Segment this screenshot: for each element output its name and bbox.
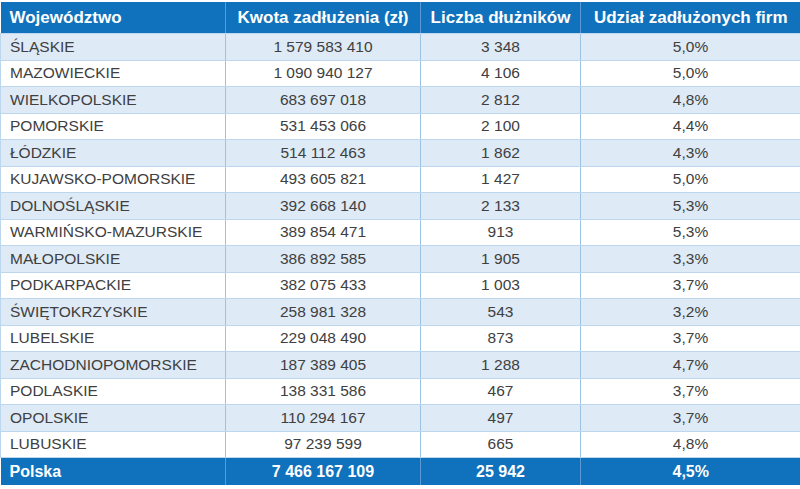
- value-cell: 2 812: [421, 87, 581, 114]
- value-cell: 4,3%: [581, 140, 800, 167]
- value-cell: 386 892 585: [226, 246, 421, 273]
- value-cell: 5,0%: [581, 34, 800, 61]
- value-cell: 4 106: [421, 60, 581, 87]
- voivodeship-cell: DOLNOŚLĄSKIE: [1, 193, 226, 220]
- column-header: Kwota zadłużenia (zł): [226, 2, 421, 34]
- value-cell: 4,8%: [581, 431, 800, 458]
- voivodeship-cell: POMORSKIE: [1, 113, 226, 140]
- header-row: WojewództwoKwota zadłużenia (zł)Liczba d…: [1, 2, 800, 34]
- voivodeship-cell: WIELKOPOLSKIE: [1, 87, 226, 114]
- table-row: LUBELSKIE229 048 4908733,7%: [1, 325, 800, 352]
- voivodeship-cell: KUJAWSKO-POMORSKIE: [1, 166, 226, 193]
- value-cell: 389 854 471: [226, 219, 421, 246]
- table-row: WARMIŃSKO-MAZURSKIE389 854 4719135,3%: [1, 219, 800, 246]
- table-row: ŁÓDZKIE514 112 4631 8624,3%: [1, 140, 800, 167]
- value-cell: 497: [421, 405, 581, 432]
- voivodeship-cell: LUBELSKIE: [1, 325, 226, 352]
- value-cell: 543: [421, 299, 581, 326]
- total-value-cell: 7 466 167 109: [226, 458, 421, 486]
- debt-table-container: WojewództwoKwota zadłużenia (zł)Liczba d…: [0, 0, 800, 485]
- value-cell: 3,2%: [581, 299, 800, 326]
- value-cell: 4,8%: [581, 87, 800, 114]
- table-row: OPOLSKIE110 294 1674973,7%: [1, 405, 800, 432]
- value-cell: 110 294 167: [226, 405, 421, 432]
- total-label-cell: Polska: [1, 458, 226, 486]
- table-footer: Polska7 466 167 10925 9424,5%: [1, 458, 800, 486]
- value-cell: 1 288: [421, 352, 581, 379]
- value-cell: 1 003: [421, 272, 581, 299]
- value-cell: 138 331 586: [226, 378, 421, 405]
- value-cell: 1 090 940 127: [226, 60, 421, 87]
- voivodeship-cell: OPOLSKIE: [1, 405, 226, 432]
- value-cell: 382 075 433: [226, 272, 421, 299]
- value-cell: 467: [421, 378, 581, 405]
- value-cell: 683 697 018: [226, 87, 421, 114]
- debt-by-voivodeship-table: WojewództwoKwota zadłużenia (zł)Liczba d…: [0, 2, 800, 485]
- value-cell: 4,7%: [581, 352, 800, 379]
- column-header: Liczba dłużników: [421, 2, 581, 34]
- value-cell: 493 605 821: [226, 166, 421, 193]
- total-value-cell: 4,5%: [581, 458, 800, 486]
- value-cell: 4,4%: [581, 113, 800, 140]
- table-row: LUBUSKIE97 239 5996654,8%: [1, 431, 800, 458]
- voivodeship-cell: WARMIŃSKO-MAZURSKIE: [1, 219, 226, 246]
- value-cell: 5,3%: [581, 219, 800, 246]
- value-cell: 229 048 490: [226, 325, 421, 352]
- table-row: DOLNOŚLĄSKIE392 668 1402 1335,3%: [1, 193, 800, 220]
- value-cell: 5,0%: [581, 166, 800, 193]
- value-cell: 1 862: [421, 140, 581, 167]
- value-cell: 665: [421, 431, 581, 458]
- value-cell: 3,7%: [581, 325, 800, 352]
- voivodeship-cell: PODKARPACKIE: [1, 272, 226, 299]
- voivodeship-cell: ŁÓDZKIE: [1, 140, 226, 167]
- voivodeship-cell: PODLASKIE: [1, 378, 226, 405]
- table-body: ŚLĄSKIE1 579 583 4103 3485,0%MAZOWIECKIE…: [1, 34, 800, 458]
- table-row: PODKARPACKIE382 075 4331 0033,7%: [1, 272, 800, 299]
- value-cell: 1 579 583 410: [226, 34, 421, 61]
- table-row: WIELKOPOLSKIE683 697 0182 8124,8%: [1, 87, 800, 114]
- voivodeship-cell: LUBUSKIE: [1, 431, 226, 458]
- value-cell: 514 112 463: [226, 140, 421, 167]
- table-row: MAZOWIECKIE1 090 940 1274 1065,0%: [1, 60, 800, 87]
- table-row: POMORSKIE531 453 0662 1004,4%: [1, 113, 800, 140]
- table-row: ŚLĄSKIE1 579 583 4103 3485,0%: [1, 34, 800, 61]
- value-cell: 3,7%: [581, 378, 800, 405]
- voivodeship-cell: ŚLĄSKIE: [1, 34, 226, 61]
- table-row: ŚWIĘTOKRZYSKIE258 981 3285433,2%: [1, 299, 800, 326]
- value-cell: 392 668 140: [226, 193, 421, 220]
- value-cell: 97 239 599: [226, 431, 421, 458]
- value-cell: 2 100: [421, 113, 581, 140]
- value-cell: 3,7%: [581, 405, 800, 432]
- table-row: MAŁOPOLSKIE386 892 5851 9053,3%: [1, 246, 800, 273]
- value-cell: 3,3%: [581, 246, 800, 273]
- value-cell: 258 981 328: [226, 299, 421, 326]
- value-cell: 913: [421, 219, 581, 246]
- total-row: Polska7 466 167 10925 9424,5%: [1, 458, 800, 486]
- value-cell: 531 453 066: [226, 113, 421, 140]
- voivodeship-cell: ŚWIĘTOKRZYSKIE: [1, 299, 226, 326]
- voivodeship-cell: MAŁOPOLSKIE: [1, 246, 226, 273]
- table-row: PODLASKIE138 331 5864673,7%: [1, 378, 800, 405]
- value-cell: 5,0%: [581, 60, 800, 87]
- value-cell: 3 348: [421, 34, 581, 61]
- column-header: Udział zadłużonych firm: [581, 2, 800, 34]
- table-header: WojewództwoKwota zadłużenia (zł)Liczba d…: [1, 2, 800, 34]
- value-cell: 187 389 405: [226, 352, 421, 379]
- voivodeship-cell: ZACHODNIOPOMORSKIE: [1, 352, 226, 379]
- table-row: ZACHODNIOPOMORSKIE187 389 4051 2884,7%: [1, 352, 800, 379]
- value-cell: 1 427: [421, 166, 581, 193]
- value-cell: 1 905: [421, 246, 581, 273]
- value-cell: 3,7%: [581, 272, 800, 299]
- column-header: Województwo: [1, 2, 226, 34]
- value-cell: 2 133: [421, 193, 581, 220]
- voivodeship-cell: MAZOWIECKIE: [1, 60, 226, 87]
- value-cell: 873: [421, 325, 581, 352]
- value-cell: 5,3%: [581, 193, 800, 220]
- total-value-cell: 25 942: [421, 458, 581, 486]
- table-row: KUJAWSKO-POMORSKIE493 605 8211 4275,0%: [1, 166, 800, 193]
